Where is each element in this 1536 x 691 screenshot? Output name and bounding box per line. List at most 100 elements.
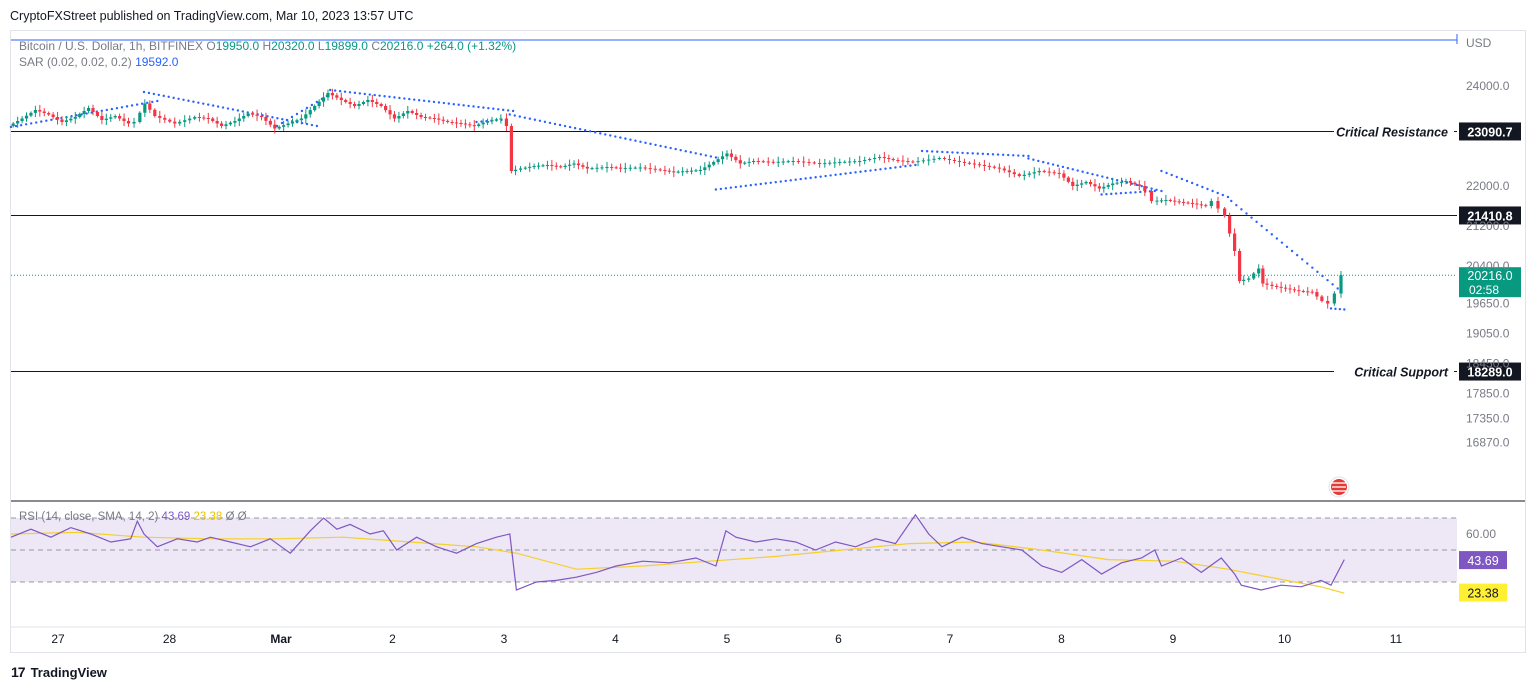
candle-body (450, 122, 454, 123)
candle-body (16, 121, 20, 124)
sar-dot (1226, 195, 1230, 199)
sar-dot (508, 113, 511, 116)
candle-body (419, 115, 423, 117)
sar-dot (202, 102, 205, 105)
sar-dot (482, 106, 485, 109)
candle-body (761, 161, 765, 163)
candle-body (1288, 288, 1292, 290)
sar-dot (358, 92, 362, 95)
sar-dot (1017, 154, 1020, 157)
sar-dot (19, 124, 23, 127)
candle-body (536, 165, 541, 167)
candle-body (1186, 202, 1190, 204)
sar-dot (869, 169, 872, 172)
sar-value: 19592.0 (135, 55, 179, 69)
x-tick-label: 9 (1170, 632, 1177, 646)
candle-body (42, 111, 46, 113)
sar-dot (849, 171, 852, 175)
x-tick-label: 7 (947, 632, 954, 646)
sar-dot (1100, 193, 1103, 196)
sar-dot (996, 153, 1000, 156)
symbol-legend: Bitcoin / U.S. Dollar, 1h, BITFINEX O199… (19, 38, 516, 54)
candle-body (972, 163, 977, 165)
candle-body (509, 126, 514, 171)
sar-dot (501, 108, 505, 112)
candle-body (286, 123, 290, 126)
candle-body (463, 123, 468, 125)
candle-body (313, 106, 317, 111)
sar-dot (192, 100, 195, 103)
candle-body (233, 121, 237, 123)
tradingview-logo-icon: 17 (11, 664, 26, 680)
candle-body (1002, 168, 1006, 171)
sar-dot (162, 94, 165, 98)
candle-body (82, 111, 86, 114)
candle-body (1301, 291, 1305, 292)
candle-body (916, 161, 920, 163)
sar-dot (794, 178, 797, 181)
sar-dot (207, 103, 210, 106)
sar-dot (764, 182, 767, 185)
sar-dot (930, 150, 934, 153)
candle-body (11, 123, 15, 126)
candle-body (1080, 183, 1084, 185)
candle-body (1007, 170, 1011, 173)
x-tick-label: 6 (835, 632, 842, 646)
sar-dot (40, 120, 43, 123)
sar-dot (925, 150, 929, 153)
sar-dot (599, 132, 602, 135)
sar-dot (105, 108, 109, 112)
open-label: O (206, 39, 216, 53)
sar-dot (533, 118, 537, 121)
candle-body (997, 167, 1001, 169)
candle-body (1195, 203, 1199, 205)
sar-dot (859, 170, 862, 173)
candle-body (366, 100, 370, 102)
sar-dot (120, 106, 124, 109)
candle-body (796, 161, 800, 162)
candle-body (633, 167, 637, 169)
candle-body (545, 165, 550, 166)
sar-dot (904, 165, 907, 168)
candle-body (1297, 290, 1301, 292)
candle-body (581, 165, 585, 167)
sar-dot (1295, 253, 1299, 257)
candle-body (1164, 200, 1168, 201)
candle-body (937, 158, 941, 159)
candle-body (614, 167, 618, 169)
sar-dot (1211, 189, 1214, 193)
sar-dot (724, 187, 728, 190)
sar-dot (1311, 266, 1314, 269)
high-label: H (262, 39, 272, 53)
candle-body (1106, 185, 1110, 187)
rsi-legend: RSI (14, close, SMA, 14, 2) 43.69 23.38 … (19, 511, 247, 523)
candle-body (559, 166, 563, 168)
sar-dot (1061, 165, 1065, 169)
sar-dot (475, 120, 478, 124)
candle-body (477, 124, 481, 126)
candle-body (947, 159, 952, 160)
sar-dot (1130, 182, 1134, 185)
sar-dot (182, 98, 185, 101)
candle-body (255, 114, 259, 116)
candle-body (73, 117, 77, 119)
candle-body (273, 124, 277, 129)
sar-dot (548, 121, 552, 125)
candle-body (554, 165, 558, 167)
sar-dot (1301, 258, 1304, 261)
sar-legend: SAR (0.02, 0.02, 0.2) 19592.0 (19, 55, 178, 69)
candle-body (858, 161, 862, 162)
candle-body (388, 110, 392, 115)
sar-dot (472, 105, 475, 108)
sar-dot (1076, 169, 1079, 172)
sar-dot (1316, 270, 1319, 274)
candle-body (550, 165, 554, 166)
sar-dot (523, 116, 527, 119)
sar-dot (799, 177, 802, 181)
tradingview-footer[interactable]: 17 TradingView (11, 664, 107, 680)
candle-body (251, 113, 255, 115)
sar-dot (874, 168, 877, 172)
candle-body (277, 126, 281, 129)
sar-dot (305, 122, 309, 126)
